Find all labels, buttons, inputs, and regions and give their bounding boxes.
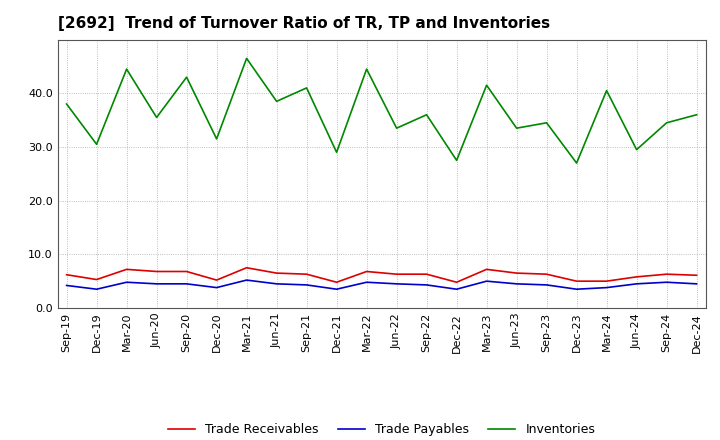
Trade Payables: [302, 282, 311, 288]
Trade Payables: [632, 281, 641, 286]
Trade Payables: [693, 281, 701, 286]
Inventories: [392, 125, 401, 131]
Trade Receivables: [482, 267, 491, 272]
Line: Inventories: Inventories: [66, 59, 697, 163]
Trade Payables: [572, 286, 581, 292]
Trade Receivables: [693, 273, 701, 278]
Trade Receivables: [513, 271, 521, 276]
Trade Receivables: [572, 279, 581, 284]
Trade Receivables: [333, 279, 341, 285]
Trade Receivables: [602, 279, 611, 284]
Trade Payables: [242, 278, 251, 283]
Trade Payables: [422, 282, 431, 288]
Trade Receivables: [182, 269, 191, 274]
Inventories: [153, 115, 161, 120]
Trade Receivables: [392, 271, 401, 277]
Inventories: [182, 74, 191, 80]
Trade Receivables: [362, 269, 371, 274]
Trade Payables: [62, 283, 71, 288]
Trade Payables: [153, 281, 161, 286]
Inventories: [122, 66, 131, 72]
Inventories: [662, 120, 671, 125]
Trade Payables: [92, 286, 101, 292]
Trade Payables: [122, 279, 131, 285]
Trade Payables: [212, 285, 221, 290]
Trade Payables: [333, 286, 341, 292]
Trade Receivables: [452, 279, 461, 285]
Trade Receivables: [302, 271, 311, 277]
Trade Receivables: [542, 271, 551, 277]
Trade Payables: [362, 279, 371, 285]
Inventories: [693, 112, 701, 117]
Legend: Trade Receivables, Trade Payables, Inventories: Trade Receivables, Trade Payables, Inven…: [163, 418, 600, 440]
Trade Payables: [513, 281, 521, 286]
Trade Payables: [182, 281, 191, 286]
Trade Receivables: [632, 274, 641, 279]
Line: Trade Payables: Trade Payables: [66, 280, 697, 289]
Inventories: [212, 136, 221, 142]
Inventories: [542, 120, 551, 125]
Inventories: [602, 88, 611, 93]
Text: [2692]  Trend of Turnover Ratio of TR, TP and Inventories: [2692] Trend of Turnover Ratio of TR, TP…: [58, 16, 550, 32]
Trade Payables: [452, 286, 461, 292]
Inventories: [302, 85, 311, 91]
Inventories: [572, 161, 581, 166]
Trade Receivables: [242, 265, 251, 270]
Trade Receivables: [212, 278, 221, 283]
Trade Receivables: [422, 271, 431, 277]
Inventories: [62, 101, 71, 106]
Inventories: [482, 83, 491, 88]
Trade Payables: [482, 279, 491, 284]
Trade Payables: [542, 282, 551, 288]
Inventories: [362, 66, 371, 72]
Trade Receivables: [122, 267, 131, 272]
Trade Payables: [272, 281, 281, 286]
Trade Payables: [392, 281, 401, 286]
Trade Receivables: [272, 271, 281, 276]
Inventories: [92, 142, 101, 147]
Trade Receivables: [92, 277, 101, 282]
Inventories: [452, 158, 461, 163]
Inventories: [513, 125, 521, 131]
Inventories: [242, 56, 251, 61]
Trade Receivables: [62, 272, 71, 277]
Inventories: [632, 147, 641, 152]
Trade Receivables: [662, 271, 671, 277]
Inventories: [272, 99, 281, 104]
Trade Receivables: [153, 269, 161, 274]
Trade Payables: [602, 285, 611, 290]
Inventories: [333, 150, 341, 155]
Trade Payables: [662, 279, 671, 285]
Line: Trade Receivables: Trade Receivables: [66, 268, 697, 282]
Inventories: [422, 112, 431, 117]
